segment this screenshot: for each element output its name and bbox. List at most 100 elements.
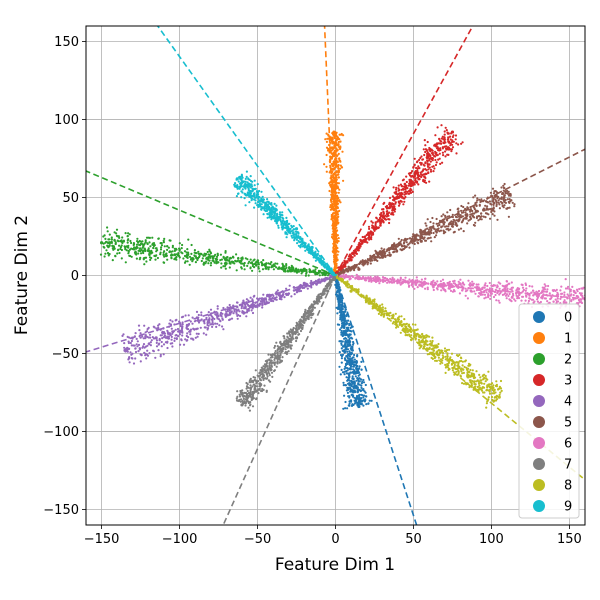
data-point [224, 251, 227, 254]
data-point [492, 192, 495, 195]
data-point [171, 246, 174, 249]
data-point [398, 243, 401, 247]
data-point [332, 199, 335, 202]
data-point [331, 219, 334, 222]
data-point [285, 264, 288, 267]
data-point [439, 139, 442, 142]
data-point [376, 259, 379, 262]
data-point [162, 261, 165, 264]
data-point [406, 187, 409, 190]
data-point [329, 166, 332, 169]
data-point [486, 207, 489, 210]
data-point [213, 255, 216, 258]
data-point [417, 238, 420, 242]
data-point [135, 257, 138, 260]
data-point [235, 253, 238, 256]
data-point [200, 311, 203, 314]
data-point [167, 337, 171, 340]
data-point [511, 290, 514, 293]
data-point [352, 356, 355, 359]
data-point [423, 180, 426, 184]
data-point [240, 305, 243, 308]
data-point [351, 256, 354, 259]
data-point [283, 296, 286, 299]
data-point [335, 181, 338, 184]
data-point [357, 382, 360, 385]
data-point [221, 317, 224, 320]
data-point [151, 236, 154, 239]
data-point [278, 361, 281, 364]
data-point [348, 334, 351, 337]
data-point [332, 168, 335, 171]
data-point [388, 196, 392, 199]
data-point [258, 374, 262, 377]
data-point [105, 240, 108, 243]
data-point [475, 289, 478, 292]
data-point [289, 270, 292, 273]
data-point [493, 284, 497, 287]
data-point [330, 200, 333, 203]
data-point [459, 227, 463, 230]
data-point [105, 249, 108, 252]
data-point [319, 281, 322, 284]
data-point [440, 142, 443, 145]
data-point [316, 272, 319, 276]
data-point [351, 251, 354, 254]
data-point [452, 140, 455, 143]
data-point [429, 220, 432, 224]
data-point [528, 297, 532, 300]
data-point [530, 291, 533, 294]
data-point [340, 307, 343, 310]
data-point [316, 282, 319, 285]
data-point [446, 153, 449, 156]
data-point [425, 282, 428, 285]
data-point [435, 234, 438, 237]
data-point [370, 236, 373, 239]
data-point [242, 299, 245, 302]
data-point [344, 308, 347, 311]
data-point [390, 212, 393, 215]
data-point [524, 299, 527, 302]
data-point [412, 166, 415, 169]
data-point [472, 206, 475, 209]
data-point [200, 259, 203, 263]
data-point [127, 358, 130, 361]
data-point [447, 132, 450, 135]
data-point [348, 343, 351, 346]
data-point [352, 403, 355, 406]
data-point [488, 281, 491, 285]
data-point [200, 318, 203, 321]
data-point [339, 164, 342, 167]
data-point [141, 335, 144, 338]
data-point [334, 265, 337, 268]
data-point [451, 135, 454, 139]
data-point [501, 201, 504, 204]
data-point [267, 262, 270, 265]
data-point [335, 210, 338, 213]
data-point [225, 256, 229, 259]
data-point [579, 298, 582, 301]
data-point [333, 158, 337, 161]
data-point [392, 186, 395, 189]
data-point [395, 245, 398, 248]
data-point [430, 231, 433, 235]
data-point [470, 213, 473, 216]
data-point [196, 335, 199, 338]
data-point [151, 242, 154, 245]
data-point [568, 288, 571, 291]
data-point [147, 326, 150, 329]
data-point [413, 238, 416, 241]
data-point [489, 191, 492, 194]
data-point [232, 312, 235, 315]
data-point [124, 248, 127, 251]
data-point [443, 289, 446, 292]
data-point [355, 252, 358, 255]
data-point [188, 263, 191, 266]
data-point [354, 386, 357, 389]
data-point [250, 305, 253, 309]
data-point [324, 138, 327, 141]
data-point [343, 320, 346, 323]
data-point [197, 313, 200, 317]
data-point [372, 231, 375, 235]
data-point [192, 257, 195, 261]
